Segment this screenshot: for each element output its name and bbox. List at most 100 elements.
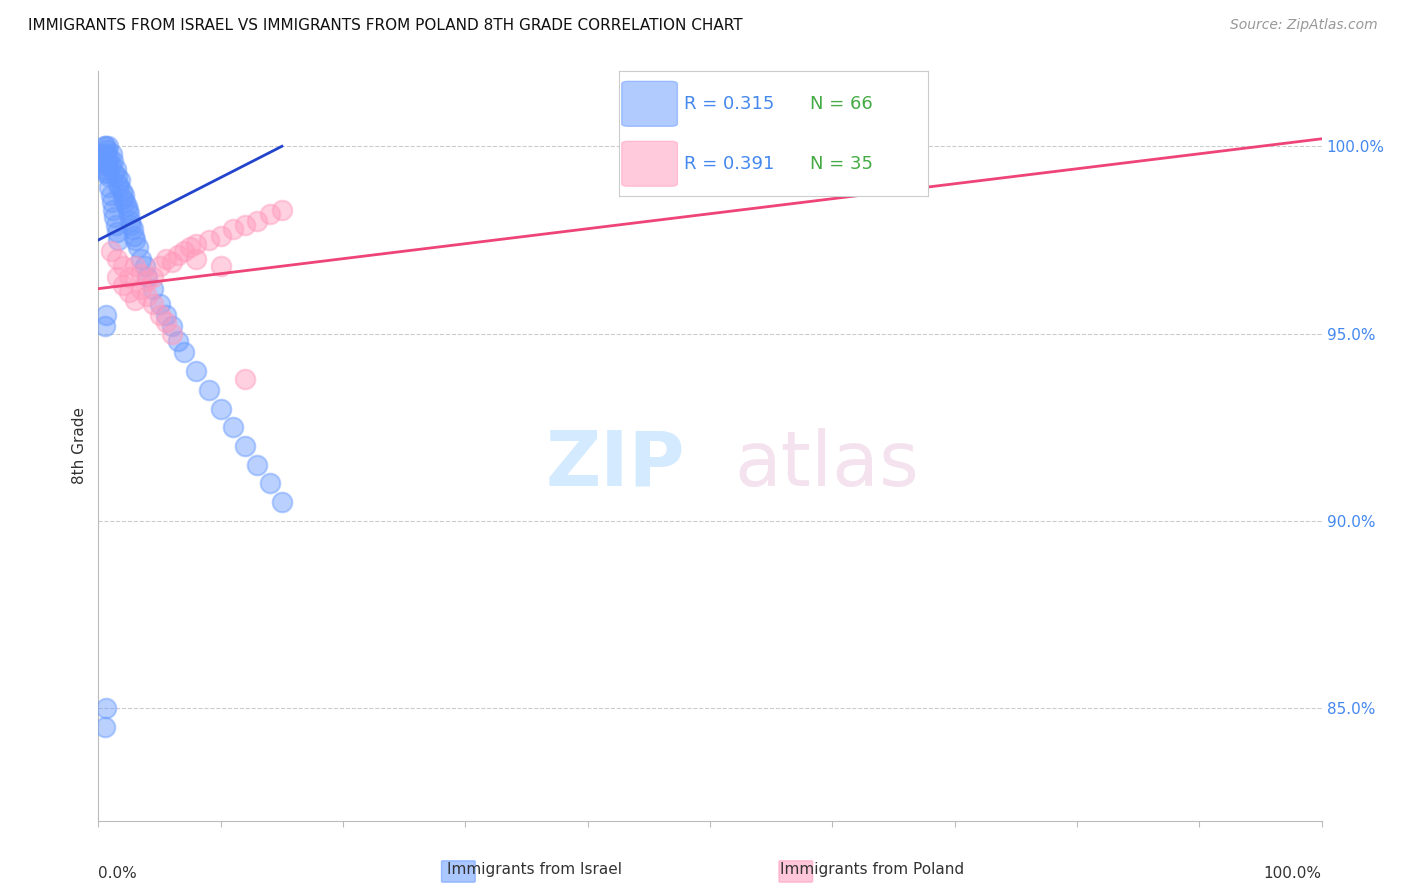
Point xyxy=(105,169,128,184)
Point xyxy=(179,240,201,254)
Point xyxy=(160,326,183,341)
Point xyxy=(94,146,117,161)
FancyBboxPatch shape xyxy=(621,81,678,127)
Point xyxy=(186,252,208,266)
Text: Immigrants from Israel: Immigrants from Israel xyxy=(447,863,621,877)
Point xyxy=(118,285,141,300)
Point xyxy=(136,274,159,288)
Point xyxy=(186,236,208,251)
Point xyxy=(136,270,159,285)
Point xyxy=(111,277,134,292)
Point xyxy=(142,282,165,296)
Point xyxy=(93,161,115,176)
Point xyxy=(101,146,124,161)
Point xyxy=(160,255,183,269)
Point xyxy=(101,202,124,217)
Point xyxy=(93,319,115,334)
Point xyxy=(124,233,146,247)
Point xyxy=(173,244,195,259)
Point xyxy=(94,701,117,715)
Point xyxy=(209,401,232,416)
Point xyxy=(100,158,122,172)
Text: IMMIGRANTS FROM ISRAEL VS IMMIGRANTS FROM POLAND 8TH GRADE CORRELATION CHART: IMMIGRANTS FROM ISRAEL VS IMMIGRANTS FRO… xyxy=(28,18,742,33)
Text: N = 35: N = 35 xyxy=(810,155,873,173)
Point xyxy=(105,226,128,240)
Point xyxy=(233,439,256,453)
Point xyxy=(111,192,134,206)
Point xyxy=(173,345,195,359)
Text: 100.0%: 100.0% xyxy=(1264,865,1322,880)
Point xyxy=(160,319,183,334)
Point xyxy=(134,259,156,273)
Point xyxy=(155,308,177,322)
Point xyxy=(186,364,208,378)
Point xyxy=(129,252,152,266)
Point xyxy=(222,221,245,235)
Point xyxy=(93,720,115,734)
Point xyxy=(259,207,281,221)
Point xyxy=(129,282,152,296)
Point xyxy=(197,233,219,247)
Point xyxy=(101,195,124,210)
Point xyxy=(111,259,134,273)
Point xyxy=(97,169,120,184)
Point xyxy=(96,158,118,172)
Point xyxy=(155,252,177,266)
Point xyxy=(142,296,165,310)
Point xyxy=(93,139,115,153)
Point xyxy=(122,229,145,244)
Point xyxy=(91,146,114,161)
Point xyxy=(149,308,172,322)
Point xyxy=(120,214,142,228)
Point xyxy=(100,188,122,202)
Point xyxy=(129,267,152,281)
Point xyxy=(246,214,269,228)
Point xyxy=(197,383,219,397)
Point xyxy=(103,211,125,225)
Point xyxy=(98,180,121,194)
Point xyxy=(94,308,117,322)
Point xyxy=(124,259,146,273)
Point xyxy=(222,420,245,434)
Point xyxy=(114,195,136,210)
Point xyxy=(209,259,232,273)
Point xyxy=(246,458,269,472)
Point xyxy=(107,233,129,247)
Point xyxy=(142,270,165,285)
Point xyxy=(104,218,127,232)
Point xyxy=(98,151,121,165)
Point xyxy=(107,177,129,191)
Point xyxy=(149,296,172,310)
Point xyxy=(127,240,149,254)
Text: ZIP: ZIP xyxy=(546,428,686,501)
Point xyxy=(118,207,141,221)
Point xyxy=(93,139,115,153)
Point xyxy=(115,199,138,213)
Point xyxy=(270,495,294,509)
Point xyxy=(97,165,120,179)
Point xyxy=(104,161,127,176)
Point xyxy=(100,244,122,259)
Point xyxy=(94,165,117,179)
Point xyxy=(105,252,128,266)
Point xyxy=(259,476,281,491)
Point xyxy=(121,221,143,235)
Point xyxy=(91,154,114,169)
Text: R = 0.391: R = 0.391 xyxy=(683,155,773,173)
Text: atlas: atlas xyxy=(734,428,920,501)
Point xyxy=(124,293,146,307)
Y-axis label: 8th Grade: 8th Grade xyxy=(72,408,87,484)
Point xyxy=(155,315,177,329)
Point xyxy=(101,154,124,169)
Point xyxy=(149,259,172,273)
Point xyxy=(112,188,135,202)
FancyBboxPatch shape xyxy=(621,141,678,186)
Text: R = 0.315: R = 0.315 xyxy=(683,95,773,112)
Point xyxy=(111,184,134,198)
Point xyxy=(167,248,190,262)
Text: Source: ZipAtlas.com: Source: ZipAtlas.com xyxy=(1230,18,1378,32)
Point xyxy=(108,180,131,194)
Point xyxy=(103,165,125,179)
Point xyxy=(209,229,232,244)
Point xyxy=(167,334,190,348)
